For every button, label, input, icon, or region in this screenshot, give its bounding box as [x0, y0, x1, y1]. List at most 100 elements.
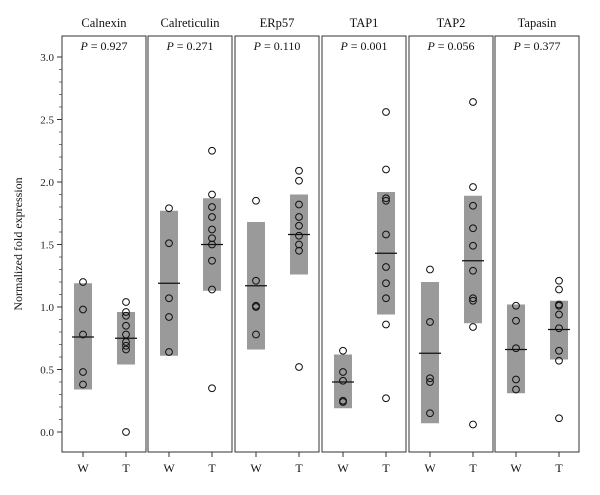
x-category-label: W	[510, 461, 522, 475]
x-category-label: W	[337, 461, 349, 475]
data-point	[555, 276, 563, 285]
range-box	[507, 304, 525, 394]
data-point	[252, 276, 260, 285]
data-point	[555, 356, 563, 365]
x-category-label: W	[77, 461, 89, 475]
p-symbol: P	[426, 39, 435, 53]
data-point	[512, 344, 520, 353]
data-point	[382, 263, 390, 271]
data-point	[339, 376, 347, 385]
data-point	[555, 346, 563, 355]
data-point	[295, 213, 303, 221]
panel-frame	[408, 35, 494, 453]
data-point	[295, 363, 303, 371]
data-point	[512, 316, 520, 325]
data-point	[555, 285, 563, 294]
data-point	[208, 146, 216, 155]
panel-calnexin: Calnexin P = 0.927 W T	[61, 16, 147, 475]
data-point	[252, 330, 260, 339]
data-point	[208, 285, 216, 294]
x-category-label: T	[122, 461, 130, 475]
data-point	[382, 196, 390, 205]
data-point	[208, 213, 216, 221]
y-tick-label: 2.0	[40, 177, 54, 189]
data-point	[122, 298, 130, 306]
data-point	[79, 278, 87, 286]
p-value-annotation: P = 0.110	[253, 39, 301, 53]
data-point	[469, 224, 477, 233]
data-point	[512, 301, 520, 310]
data-point	[165, 294, 173, 303]
range-box	[550, 300, 568, 360]
panel-frame	[321, 35, 407, 453]
panel-title: TAP2	[437, 16, 466, 30]
group-w: W	[72, 278, 94, 475]
data-point	[208, 384, 216, 393]
group-t: T	[115, 298, 137, 475]
data-point	[122, 341, 130, 350]
y-tick-label: 1.0	[40, 302, 54, 314]
data-point	[79, 305, 87, 314]
data-point	[382, 320, 390, 329]
panel-erp57: ERp57 P = 0.110 W T	[234, 16, 320, 475]
y-tick-label: 0.5	[40, 365, 54, 377]
data-point	[469, 201, 477, 210]
data-point	[469, 323, 477, 331]
p-value-annotation: P = 0.271	[165, 39, 213, 53]
group-t: T	[288, 166, 310, 475]
data-point	[382, 394, 390, 403]
data-point	[469, 183, 477, 191]
data-point	[426, 378, 434, 386]
data-point	[382, 194, 390, 203]
data-point	[295, 231, 303, 240]
panel-title: Calnexin	[81, 16, 127, 30]
data-point	[469, 296, 477, 305]
data-point	[382, 165, 390, 174]
data-point	[339, 368, 347, 376]
p-symbol: P	[253, 39, 262, 53]
p-value: = 0.927	[91, 39, 128, 53]
panel-frame	[234, 35, 320, 453]
data-point	[469, 241, 477, 250]
range-box	[74, 283, 92, 390]
data-point	[79, 330, 87, 339]
panel-title: Calreticulin	[160, 16, 220, 30]
group-t: T	[375, 108, 397, 475]
group-w: W	[245, 196, 267, 475]
data-point	[382, 230, 390, 239]
data-point	[426, 409, 434, 418]
data-point	[165, 313, 173, 321]
data-point	[382, 279, 390, 288]
data-point	[512, 385, 520, 394]
data-point	[469, 420, 477, 429]
x-category-label: T	[295, 461, 303, 475]
x-category-label: T	[469, 461, 477, 475]
data-point	[295, 221, 303, 230]
p-value: = 0.001	[351, 39, 388, 53]
data-point	[122, 338, 130, 346]
y-axis: 0.0 0.5 1.0 1.5 2.0 2.5 3.0	[40, 52, 62, 439]
x-category-label: T	[208, 461, 216, 475]
group-t: T	[548, 276, 570, 475]
data-point	[122, 321, 130, 330]
panel-frame	[61, 35, 147, 453]
x-category-label: W	[250, 461, 262, 475]
data-point	[382, 108, 390, 116]
x-category-label: W	[163, 461, 175, 475]
data-point	[122, 428, 130, 436]
p-symbol: P	[339, 39, 348, 53]
range-box	[421, 282, 439, 424]
data-point	[208, 225, 216, 234]
panel-frame	[494, 35, 580, 453]
panels: Calnexin P = 0.927 W T Calreticulin P = 0.271…	[61, 16, 580, 475]
group-w: W	[332, 346, 354, 475]
data-point	[469, 294, 477, 303]
data-point	[122, 330, 130, 339]
data-point	[426, 374, 434, 383]
group-w: W	[419, 265, 441, 475]
data-point	[252, 196, 260, 205]
p-value: = 0.377	[524, 39, 561, 53]
